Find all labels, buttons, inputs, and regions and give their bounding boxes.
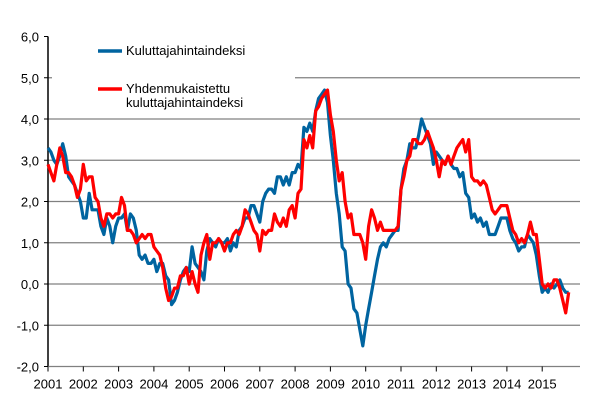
series-line-cpi <box>46 88 569 348</box>
x-tick-label: 2007 <box>245 377 274 392</box>
x-tick-label: 2010 <box>351 377 380 392</box>
x-tick-label: 2008 <box>281 377 310 392</box>
x-tick-label: 2015 <box>528 377 557 392</box>
x-tick-label: 2005 <box>175 377 204 392</box>
x-tick-label: 2012 <box>422 377 451 392</box>
y-tick-label: 1,0 <box>21 236 39 251</box>
legend-background <box>52 30 295 112</box>
legend-label-cpi: Kuluttajahintaindeksi <box>126 43 245 58</box>
x-tick-label: 2003 <box>104 377 133 392</box>
x-tick-label: 2002 <box>69 377 98 392</box>
x-tick-label: 2006 <box>210 377 239 392</box>
x-tick-label: 2004 <box>139 377 168 392</box>
series-line-hicp <box>46 88 571 315</box>
legend-label-hicp-line2: kuluttajahintaindeksi <box>126 95 243 110</box>
y-tick-label: 5,0 <box>21 71 39 86</box>
y-tick-label: 3,0 <box>21 153 39 168</box>
x-tick-label: 2009 <box>316 377 345 392</box>
y-tick-label: 2,0 <box>21 195 39 210</box>
y-tick-label: -2,0 <box>17 360 39 375</box>
x-tick-label: 2013 <box>457 377 486 392</box>
y-tick-label: -1,0 <box>17 318 39 333</box>
x-tick-label: 2001 <box>34 377 63 392</box>
legend-label-hicp-line1: Yhdenmukaistettu <box>126 81 230 96</box>
x-tick-label: 2014 <box>492 377 521 392</box>
legend: Kuluttajahintaindeksi Yhdenmukaistettu k… <box>98 43 245 110</box>
y-tick-label: 0,0 <box>21 277 39 292</box>
y-tick-label: 4,0 <box>21 112 39 127</box>
x-tick-label: 2011 <box>387 377 415 392</box>
y-tick-label: 6,0 <box>21 30 39 45</box>
